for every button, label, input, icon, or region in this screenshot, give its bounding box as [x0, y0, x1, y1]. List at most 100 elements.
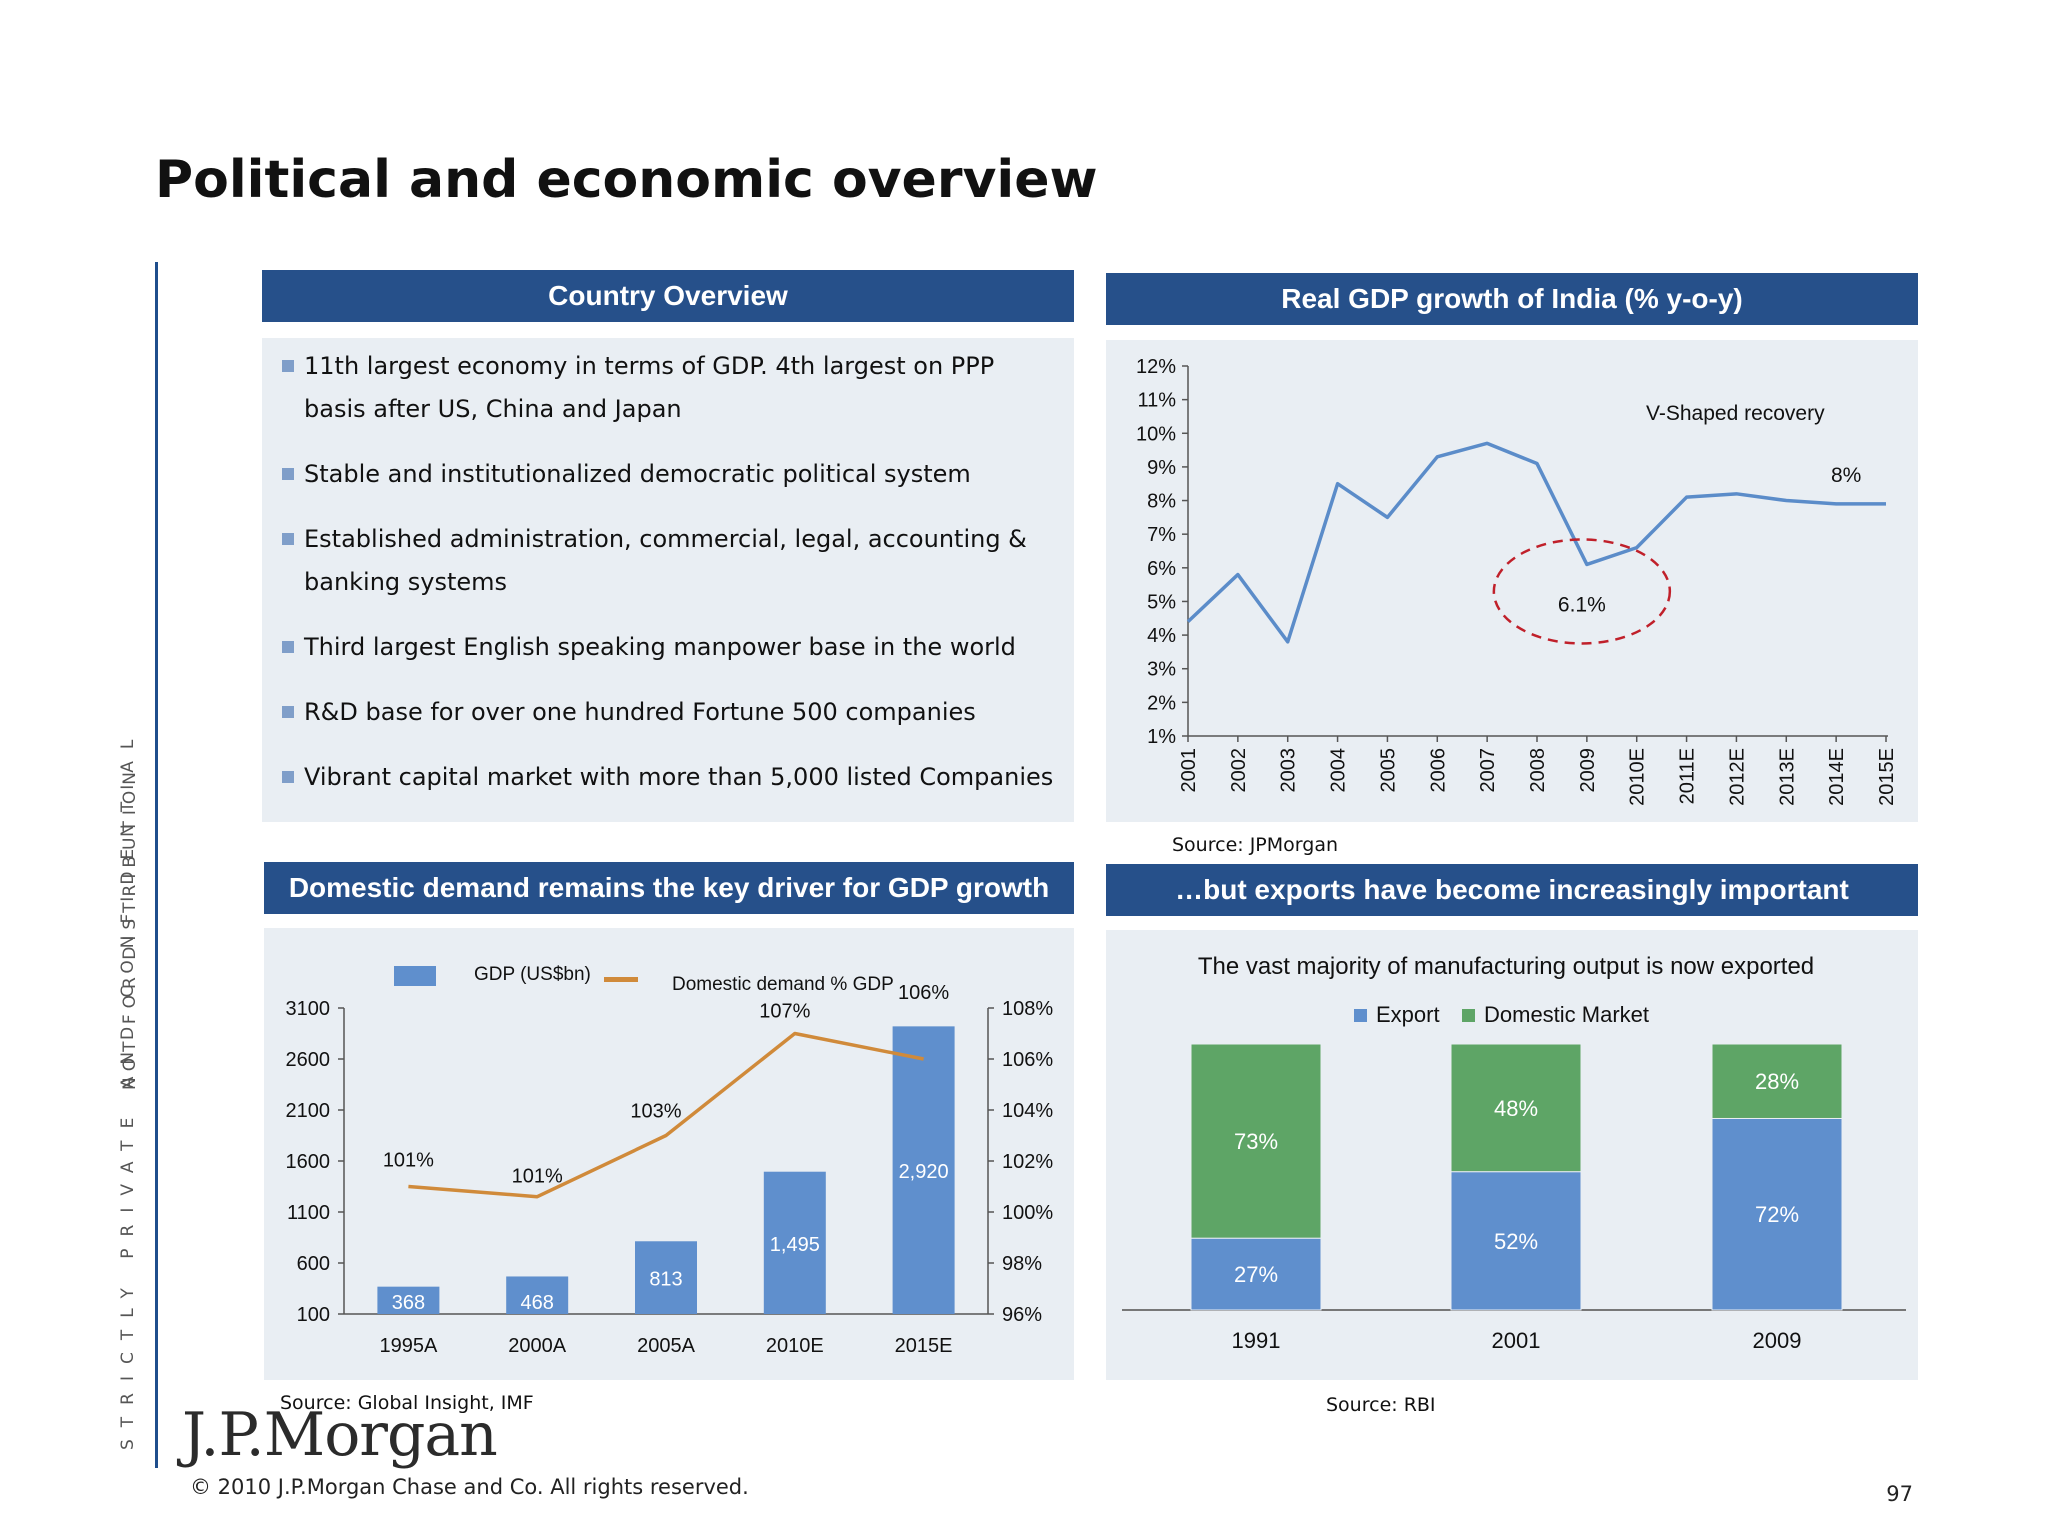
- domestic-value-label: 73%: [1234, 1129, 1278, 1154]
- y-tick-label: 8%: [1147, 491, 1176, 513]
- domestic-demand-header: Domestic demand remains the key driver f…: [264, 862, 1074, 914]
- y-left-tick-label: 2100: [286, 1100, 331, 1122]
- y-tick-label: 6%: [1147, 558, 1176, 580]
- gdp-growth-chart: 1% 2% 3% 4% 5% 6% 7% 8% 9% 10% 11% 12% 2001 2002 2003 2…: [1136, 356, 1898, 806]
- highlight-circle: [1492, 538, 1672, 645]
- domestic-demand-label: 106%: [898, 982, 949, 1004]
- overview-item-text: R&D base for over one hundred Fortune 50…: [304, 698, 976, 726]
- gdp-bar-label: 2,920: [899, 1161, 949, 1183]
- domestic-bar-segment: [1190, 1043, 1322, 1239]
- export-bar-segment: [1190, 1237, 1322, 1311]
- gdp-bar: [377, 1286, 440, 1314]
- legend-gdp-swatch: [394, 966, 436, 986]
- x-tick-label: 2011E: [1677, 748, 1699, 804]
- x-tick-label: 2000A: [508, 1335, 566, 1357]
- x-tick-label: 1991: [1232, 1328, 1281, 1353]
- y-right-tick-label: 106%: [1002, 1049, 1053, 1071]
- legend-domestic-swatch: [1462, 1009, 1475, 1022]
- overview-item-text: Stable and institutionalized democratic …: [304, 460, 971, 488]
- domestic-demand-label: 107%: [759, 1001, 810, 1023]
- gdp-bar: [763, 1171, 826, 1314]
- y-tick-label: 4%: [1147, 625, 1176, 647]
- legend-domestic-label: Domestic Market: [1484, 1002, 1649, 1027]
- legend-export-swatch: [1354, 1009, 1367, 1022]
- left-rule: [155, 262, 158, 1468]
- page-number: 97: [1886, 1482, 1913, 1506]
- value-label-last: 8%: [1831, 464, 1861, 487]
- domestic-demand-label: 101%: [383, 1150, 434, 1172]
- bullet-icon: [282, 360, 294, 372]
- y-left-tick-label: 1600: [286, 1151, 331, 1173]
- y-left-tick-label: 600: [297, 1253, 330, 1275]
- y-right-tick-label: 108%: [1002, 998, 1053, 1020]
- x-tick-label: 2005: [1377, 748, 1399, 793]
- y-tick-label: 12%: [1136, 356, 1176, 378]
- y-tick-label: 2%: [1147, 692, 1176, 714]
- x-tick-label: 2002: [1228, 748, 1250, 793]
- y-right-tick-label: 98%: [1002, 1253, 1042, 1275]
- domestic-demand-label: 101%: [512, 1166, 563, 1188]
- export-value-label: 72%: [1755, 1202, 1799, 1227]
- x-tick-label: 2015E: [895, 1335, 953, 1357]
- gdp-bar: [506, 1276, 569, 1314]
- page-title: Political and economic overview: [155, 150, 1098, 210]
- overview-item-text: 11th largest economy in terms of GDP. 4t…: [304, 352, 995, 423]
- x-tick-label: 2006: [1427, 748, 1449, 793]
- x-tick-label: 2001: [1492, 1328, 1541, 1353]
- legend-export-label: Export: [1376, 1002, 1440, 1027]
- y-tick-label: 10%: [1136, 423, 1176, 445]
- list-item: R&D base for over one hundred Fortune 50…: [282, 691, 1062, 734]
- x-tick-label: 2012E: [1726, 748, 1748, 806]
- y-right-tick-label: 96%: [1002, 1304, 1042, 1326]
- domestic-demand-chart: GDP (US$bn) Domestic demand % GDP 100 600 11…: [286, 964, 1054, 1357]
- list-item: Vibrant capital market with more than 5,…: [282, 756, 1062, 799]
- gdp-bar: [635, 1241, 697, 1314]
- x-tick-label: 2010E: [766, 1335, 824, 1357]
- gdp-bar-label: 368: [392, 1292, 425, 1314]
- gdp-bar-label: 813: [649, 1269, 682, 1291]
- bullet-icon: [282, 641, 294, 653]
- domestic-demand-line: [408, 1031, 924, 1199]
- x-tick-label: 2009: [1577, 748, 1599, 793]
- y-right-tick-label: 100%: [1002, 1202, 1053, 1224]
- export-value-label: 27%: [1234, 1262, 1278, 1287]
- y-tick-label: 1%: [1147, 726, 1176, 748]
- exports-chart: The vast majority of manufacturing outpu…: [1122, 953, 1906, 1353]
- x-tick-label: 2010E: [1627, 748, 1649, 806]
- domestic-demand-source: Source: Global Insight, IMF: [280, 1392, 534, 1414]
- y-right-tick-label: 104%: [1002, 1100, 1053, 1122]
- overview-item-text: Established administration, commercial, …: [304, 525, 1027, 596]
- exports-header: …but exports have become increasingly im…: [1106, 864, 1918, 916]
- list-item: 11th largest economy in terms of GDP. 4t…: [282, 345, 1062, 431]
- y-left-tick-label: 3100: [286, 998, 331, 1020]
- copyright-text: © 2010 J.P.Morgan Chase and Co. All righ…: [190, 1475, 749, 1499]
- export-bar-segment: [1711, 1117, 1843, 1311]
- x-tick-label: 2007: [1477, 748, 1499, 793]
- x-tick-label: 2008: [1527, 748, 1549, 793]
- x-tick-label: 2015E: [1876, 748, 1898, 806]
- x-tick-label: 2003: [1278, 748, 1300, 793]
- overview-item-text: Vibrant capital market with more than 5,…: [304, 763, 1054, 791]
- y-left-tick-label: 1100: [287, 1202, 330, 1224]
- list-item: Third largest English speaking manpower …: [282, 626, 1062, 669]
- bullet-icon: [282, 533, 294, 545]
- x-tick-label: 2009: [1753, 1328, 1802, 1353]
- bullet-icon: [282, 706, 294, 718]
- distribution-label: NOT FOR DISTRIBUTION: [120, 766, 140, 1090]
- gdp-bar-label: 468: [521, 1292, 554, 1314]
- y-tick-label: 7%: [1147, 524, 1176, 546]
- gdp-bar: [892, 1026, 955, 1314]
- v-shaped-annotation: V-Shaped recovery: [1646, 402, 1825, 425]
- gdp-bar-label: 1,495: [770, 1234, 820, 1256]
- country-overview-header: Country Overview: [262, 270, 1074, 322]
- gdp-growth-series-line: [1186, 441, 1886, 644]
- country-overview-panel: [262, 338, 1074, 822]
- export-bar-segment: [1450, 1171, 1582, 1311]
- domestic-value-label: 28%: [1755, 1069, 1799, 1094]
- domestic-value-label: 48%: [1494, 1096, 1538, 1121]
- y-left-tick-label: 2600: [286, 1049, 331, 1071]
- x-tick-label: 2004: [1328, 748, 1350, 793]
- x-tick-label: 2014E: [1826, 748, 1848, 806]
- legend-domestic-label: Domestic demand % GDP: [672, 974, 894, 995]
- y-right-tick-label: 102%: [1002, 1151, 1053, 1173]
